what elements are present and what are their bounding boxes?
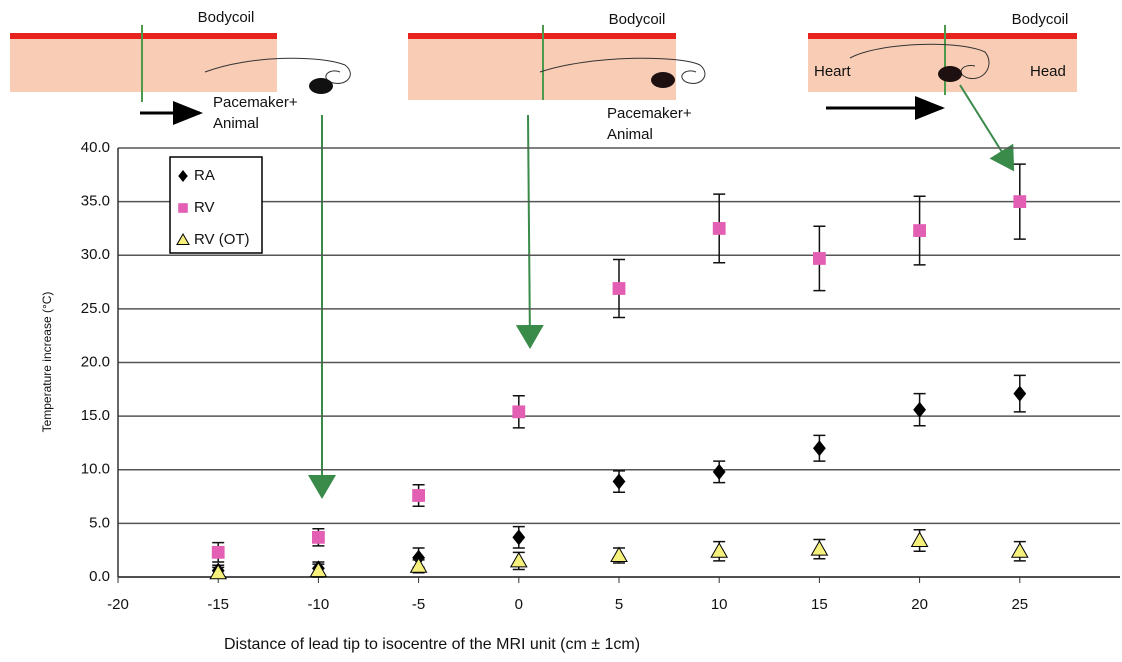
annotation: Animal [213,115,259,132]
annotation: Heart [814,63,852,80]
marker [511,553,527,567]
marker [412,489,425,502]
marker [713,464,726,480]
annotation: Bodycoil [1012,11,1069,28]
x-tick-label: 10 [711,596,728,613]
marker [711,543,727,557]
marker [813,252,826,265]
marker [811,541,827,555]
marker [613,474,626,490]
x-tick-label: -15 [207,596,229,613]
y-tick-label: 40.0 [81,139,110,156]
marker [212,546,225,559]
x-tick-label: 20 [911,596,928,613]
x-tick-label: -10 [308,596,330,613]
legend-label: RA [194,167,215,184]
marker [813,440,826,456]
marker [512,529,525,545]
x-axis-label: Distance of lead tip to isocentre of the… [224,636,640,653]
marker [611,548,627,562]
marker [1013,195,1026,208]
chart: Temperature increase (°C) Distance of le… [0,0,1122,657]
y-tick-label: 5.0 [89,514,110,531]
x-tick-label: 15 [811,596,828,613]
annotation: Bodycoil [198,9,255,26]
legend-label: RV [194,199,215,216]
y-tick-label: 20.0 [81,353,110,370]
marker [912,533,928,547]
x-tick-label: -20 [107,596,129,613]
y-tick-label: 15.0 [81,407,110,424]
marker [1013,386,1026,402]
legend-label: RV (OT) [194,231,250,248]
annotation: Pacemaker+ [607,105,692,122]
annotation: Pacemaker+ [213,94,298,111]
x-tick-label: 0 [515,596,523,613]
x-tick-label: 25 [1011,596,1028,613]
x-tick-label: -5 [412,596,425,613]
x-tick-label: 5 [615,596,623,613]
y-tick-label: 10.0 [81,461,110,478]
annotation: Bodycoil [609,11,666,28]
marker [913,224,926,237]
y-axis-label: Temperature increase (°C) [40,292,54,433]
marker [713,222,726,235]
y-tick-label: 35.0 [81,193,110,210]
y-tick-label: 25.0 [81,300,110,317]
marker [613,282,626,295]
marker [512,405,525,418]
marker [1012,543,1028,557]
annotation: Head [1030,63,1066,80]
annotation: Animal [607,126,653,143]
y-tick-label: 30.0 [81,246,110,263]
marker [913,402,926,418]
y-tick-label: 0.0 [89,568,110,585]
marker [178,203,188,213]
marker [312,531,325,544]
diagram [10,25,1077,495]
